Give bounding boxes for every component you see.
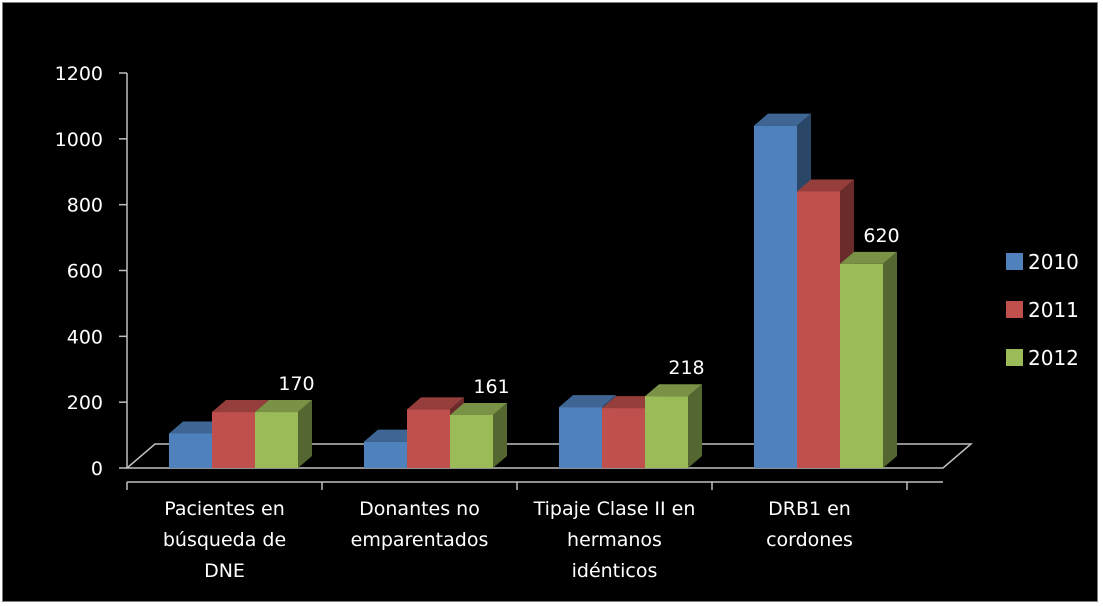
legend-item-2012: 2012 [1006, 346, 1079, 370]
legend-label: 2012 [1028, 346, 1079, 370]
legend-item-2010: 2010 [1006, 250, 1079, 274]
legend-swatch [1006, 349, 1023, 366]
x-category-label: búsqueda de [163, 529, 286, 551]
bar-front-face [602, 408, 645, 468]
bar-front-face [840, 263, 883, 468]
bar-chart: 0 200 400 600 800 1000 1200 Pacientes en búsque… [55, 63, 1079, 582]
bar-2012 [450, 403, 507, 468]
bar-front-face [169, 433, 212, 468]
bar-front-face [212, 412, 255, 468]
legend-label: 2011 [1028, 298, 1079, 322]
bar-front-face [255, 412, 298, 468]
y-tick-label: 200 [67, 392, 103, 414]
y-tick-label: 800 [67, 195, 103, 217]
data-label: 218 [668, 357, 704, 379]
y-tick-label: 0 [91, 458, 103, 480]
bar-front-face [754, 125, 797, 469]
bar-top-face [840, 251, 897, 264]
bar-top-face [255, 400, 312, 413]
bar-side-face [883, 251, 897, 468]
y-tick-label: 400 [67, 326, 103, 348]
bar-front-face [559, 407, 602, 468]
y-tick-label: 1200 [55, 63, 103, 85]
x-category-label: DNE [204, 560, 245, 582]
bar-front-face [407, 409, 450, 468]
bar-top-face [450, 403, 507, 416]
legend-swatch [1006, 301, 1023, 318]
data-label: 161 [473, 376, 509, 398]
y-tick-label: 1000 [55, 129, 103, 151]
bar-2012 [255, 400, 312, 468]
x-category-label: idénticos [572, 560, 658, 582]
y-tick-label: 600 [67, 261, 103, 283]
bar-top-face [364, 429, 421, 442]
bar-2012 [645, 384, 702, 468]
bar-front-face [645, 396, 688, 468]
bar-top-face [559, 395, 616, 408]
bar-top-face [407, 397, 464, 410]
bar-front-face [450, 415, 493, 468]
x-category-label: DRB1 en [768, 498, 851, 520]
bar-top-face [797, 179, 854, 192]
bar-side-face [298, 400, 312, 468]
x-category-label: emparentados [351, 529, 489, 551]
bar-2012 [840, 251, 897, 468]
bar-side-face [688, 384, 702, 468]
data-label: 620 [863, 225, 899, 247]
legend-label: 2010 [1028, 250, 1079, 274]
bar-side-face [493, 403, 507, 468]
legend-item-2011: 2011 [1006, 298, 1079, 322]
x-category-label: Pacientes en [164, 498, 285, 520]
bar-top-face [754, 113, 811, 126]
bar-top-face [212, 400, 269, 413]
x-category-label: hermanos [567, 529, 662, 551]
bar-top-face [645, 384, 702, 397]
x-category-label: Tipaje Clase II en [533, 498, 696, 520]
bar-top-face [602, 396, 659, 409]
bar-top-face [169, 421, 226, 434]
bar-front-face [364, 441, 407, 468]
x-category-label: Donantes no [359, 498, 480, 520]
bar-2011 [797, 179, 854, 468]
data-label: 170 [278, 373, 314, 395]
x-category-label: cordones [766, 529, 853, 551]
legend-swatch [1006, 253, 1023, 270]
bar-front-face [797, 191, 840, 468]
